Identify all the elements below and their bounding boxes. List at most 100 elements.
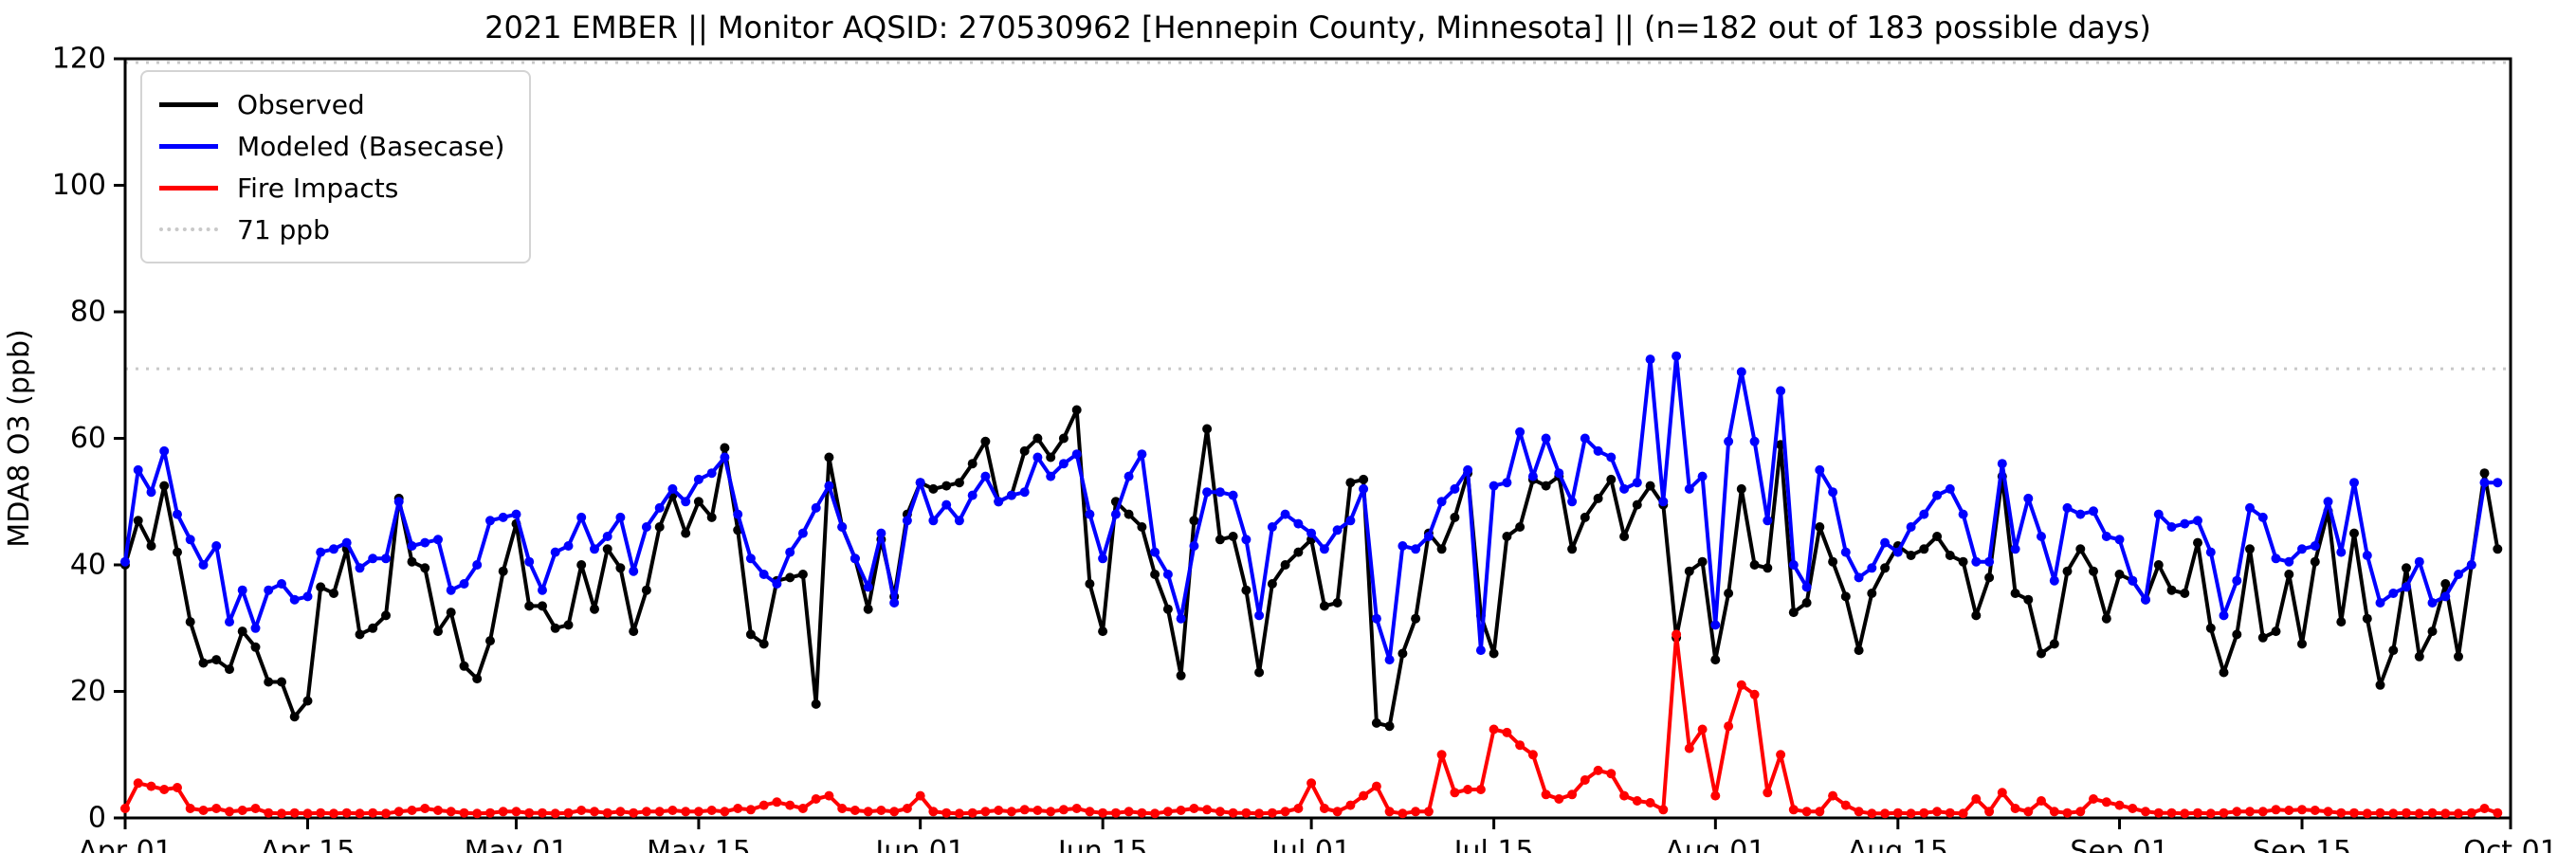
series-marker-fire-impacts bbox=[2245, 807, 2255, 817]
series-marker-modeled-basecase- bbox=[1150, 547, 1160, 557]
series-marker-observed bbox=[2310, 556, 2320, 567]
series-marker-modeled-basecase- bbox=[1110, 509, 1121, 519]
series-marker-modeled-basecase- bbox=[2193, 516, 2202, 526]
series-marker-observed bbox=[1619, 532, 1630, 541]
series-marker-observed bbox=[1436, 544, 1447, 554]
series-marker-fire-impacts bbox=[1423, 807, 1434, 817]
series-marker-modeled-basecase- bbox=[1840, 547, 1851, 557]
series-marker-modeled-basecase- bbox=[1267, 522, 1277, 532]
y-tick-label: 80 bbox=[70, 296, 106, 329]
series-marker-observed bbox=[1945, 551, 1955, 560]
series-marker-observed bbox=[1736, 483, 1746, 494]
legend: Observed Modeled (Basecase) Fire Impacts 71… bbox=[140, 70, 532, 263]
series-marker-fire-impacts bbox=[329, 808, 338, 819]
series-marker-fire-impacts bbox=[1580, 775, 1590, 785]
series-marker-observed bbox=[1019, 445, 1030, 456]
series-marker-fire-impacts bbox=[1736, 680, 1746, 690]
series-marker-modeled-basecase- bbox=[120, 556, 130, 567]
series-marker-observed bbox=[173, 547, 182, 557]
series-marker-fire-impacts bbox=[1892, 808, 1903, 818]
series-marker-observed bbox=[2388, 645, 2399, 656]
y-tick-label: 60 bbox=[70, 422, 106, 455]
series-marker-fire-impacts bbox=[2323, 807, 2333, 817]
series-marker-fire-impacts bbox=[1815, 807, 1825, 817]
series-marker-modeled-basecase- bbox=[1450, 483, 1460, 494]
series-marker-fire-impacts bbox=[1645, 798, 1655, 808]
series-marker-modeled-basecase- bbox=[1919, 509, 1929, 519]
series-marker-modeled-basecase- bbox=[2166, 522, 2177, 532]
series-marker-fire-impacts bbox=[1319, 804, 1329, 813]
series-marker-observed bbox=[2180, 589, 2190, 598]
series-marker-fire-impacts bbox=[1359, 790, 1369, 801]
series-marker-modeled-basecase- bbox=[1710, 620, 1721, 630]
series-marker-observed bbox=[146, 541, 156, 551]
series-marker-fire-impacts bbox=[264, 808, 274, 818]
series-marker-fire-impacts bbox=[289, 808, 300, 818]
series-marker-modeled-basecase- bbox=[393, 497, 404, 507]
series-marker-fire-impacts bbox=[237, 806, 247, 815]
series-marker-observed bbox=[1215, 535, 1225, 545]
series-marker-observed bbox=[1502, 532, 1512, 541]
series-marker-modeled-basecase- bbox=[1736, 367, 1746, 377]
series-marker-observed bbox=[1932, 532, 1943, 541]
series-marker-observed bbox=[1098, 626, 1108, 637]
series-marker-modeled-basecase- bbox=[1280, 509, 1290, 519]
series-marker-fire-impacts bbox=[1228, 808, 1238, 818]
legend-swatch bbox=[159, 143, 218, 149]
series-marker-fire-impacts bbox=[1398, 808, 1408, 819]
series-marker-modeled-basecase- bbox=[1958, 509, 1968, 519]
series-marker-modeled-basecase- bbox=[590, 544, 599, 554]
series-marker-fire-impacts bbox=[173, 783, 182, 792]
series-marker-modeled-basecase- bbox=[2205, 547, 2216, 557]
series-marker-fire-impacts bbox=[2362, 808, 2372, 819]
series-marker-fire-impacts bbox=[1489, 724, 1499, 735]
series-marker-modeled-basecase- bbox=[2128, 575, 2138, 586]
series-marker-modeled-basecase- bbox=[1567, 497, 1578, 507]
series-marker-fire-impacts bbox=[1567, 789, 1578, 800]
series-marker-fire-impacts bbox=[928, 807, 939, 817]
chart-title: 2021 EMBER || Monitor AQSID: 270530962 [… bbox=[484, 9, 2151, 45]
series-marker-modeled-basecase- bbox=[1984, 556, 1995, 567]
series-marker-modeled-basecase- bbox=[758, 570, 769, 579]
series-marker-observed bbox=[1815, 522, 1825, 532]
series-marker-fire-impacts bbox=[1254, 808, 1265, 819]
series-marker-modeled-basecase- bbox=[1684, 483, 1694, 494]
series-marker-modeled-basecase- bbox=[1502, 478, 1512, 488]
series-marker-observed bbox=[381, 610, 391, 621]
series-marker-fire-impacts bbox=[667, 806, 678, 815]
series-marker-observed bbox=[2271, 626, 2281, 637]
series-marker-observed bbox=[2284, 570, 2294, 579]
series-marker-modeled-basecase- bbox=[850, 554, 860, 564]
series-marker-fire-impacts bbox=[1632, 796, 1642, 806]
series-marker-fire-impacts bbox=[420, 804, 430, 813]
legend-swatch bbox=[159, 185, 218, 191]
series-marker-fire-impacts bbox=[407, 806, 417, 815]
x-tick-label: Jun 15 bbox=[1056, 835, 1148, 853]
series-marker-observed bbox=[2336, 617, 2347, 627]
series-marker-modeled-basecase- bbox=[2245, 502, 2255, 513]
legend-label: Modeled (Basecase) bbox=[237, 130, 505, 162]
series-marker-observed bbox=[1150, 570, 1160, 579]
series-marker-modeled-basecase- bbox=[1019, 487, 1030, 498]
series-marker-modeled-basecase- bbox=[2075, 509, 2086, 519]
series-marker-observed bbox=[1359, 474, 1369, 484]
series-marker-observed bbox=[2037, 648, 2046, 659]
series-marker-modeled-basecase- bbox=[2493, 478, 2503, 488]
series-marker-observed bbox=[811, 699, 821, 709]
series-marker-fire-impacts bbox=[2271, 805, 2281, 815]
series-marker-modeled-basecase- bbox=[2271, 554, 2281, 564]
series-marker-fire-impacts bbox=[2153, 808, 2164, 818]
series-marker-observed bbox=[1580, 512, 1590, 522]
series-marker-modeled-basecase- bbox=[1423, 532, 1434, 541]
series-marker-fire-impacts bbox=[1241, 808, 1251, 818]
series-marker-modeled-basecase- bbox=[407, 541, 417, 551]
series-marker-modeled-basecase- bbox=[1098, 554, 1108, 564]
series-marker-modeled-basecase- bbox=[1906, 522, 1916, 532]
series-marker-fire-impacts bbox=[446, 807, 456, 817]
series-marker-fire-impacts bbox=[120, 804, 130, 813]
series-marker-observed bbox=[1254, 667, 1265, 678]
series-marker-observed bbox=[472, 674, 483, 684]
series-marker-modeled-basecase- bbox=[797, 528, 808, 538]
series-marker-fire-impacts bbox=[863, 807, 873, 817]
